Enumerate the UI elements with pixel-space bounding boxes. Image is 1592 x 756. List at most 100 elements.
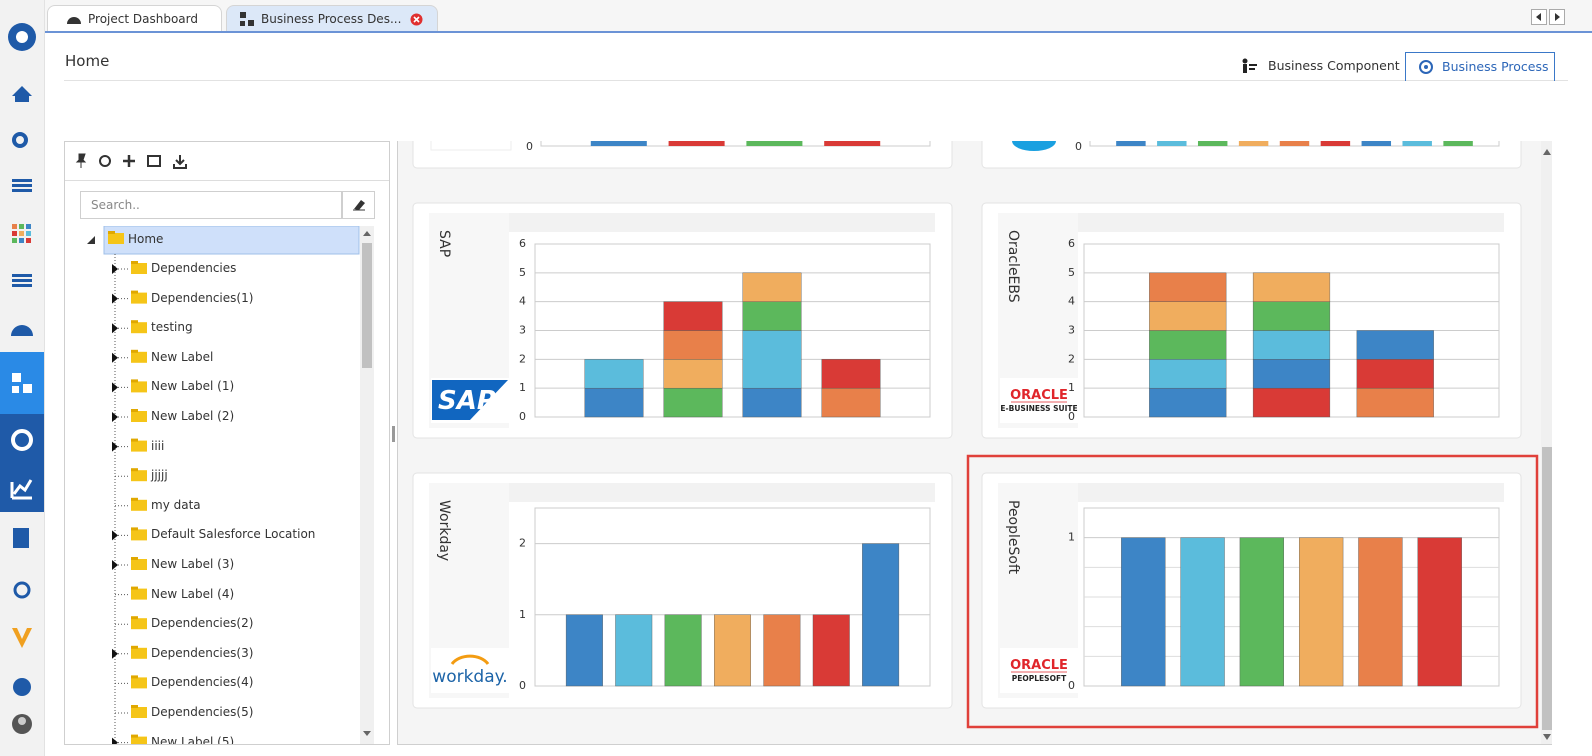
expand-arrow[interactable] [112, 648, 118, 659]
scroll-thumb[interactable] [1542, 447, 1552, 730]
bar-segment [1121, 537, 1166, 687]
bar-segment [742, 387, 802, 418]
highlight-box [966, 454, 1539, 729]
home-icon[interactable] [12, 86, 32, 102]
card [412, 141, 953, 169]
tree-node-label[interactable]: jjjjj [151, 468, 168, 483]
expand-arrow[interactable] [112, 352, 118, 363]
expand-arrow[interactable] [112, 530, 118, 541]
header-button[interactable]: Business Process [1405, 52, 1555, 81]
tree-node-label[interactable]: Dependencies(5) [151, 705, 254, 719]
close-tab[interactable] [410, 13, 423, 26]
active-menu[interactable] [0, 352, 44, 414]
folder-tab [131, 320, 138, 324]
dashboard-icon[interactable] [11, 325, 33, 336]
splitter[interactable] [390, 141, 397, 745]
add-icon[interactable] [123, 155, 135, 167]
refresh-icon[interactable] [99, 155, 111, 167]
tab-bar: Project Dashboard Business Process Des..… [45, 0, 1592, 33]
expand-arrow[interactable] [112, 293, 118, 304]
search-input[interactable]: Search.. [80, 191, 342, 219]
settings-icon[interactable] [12, 132, 28, 148]
divider [64, 80, 1568, 81]
bar-segment [746, 141, 803, 146]
tree-node-label[interactable]: my data [151, 497, 201, 512]
list-icon[interactable] [12, 274, 32, 287]
collapse-arrow[interactable] [87, 236, 95, 244]
logo-text: workday. [432, 667, 507, 687]
tree-node-label[interactable]: New Label [151, 349, 214, 364]
config-icon[interactable] [13, 678, 31, 696]
folder-tab [131, 290, 138, 294]
expand-arrow[interactable] [112, 382, 118, 393]
expand-arrow[interactable] [112, 560, 118, 570]
tree-node-label[interactable]: New Label (3) [151, 557, 235, 571]
y-tick-label: 0 [1075, 141, 1082, 153]
tree-node-label[interactable]: Dependencies(1) [151, 290, 254, 305]
bar-segment [1252, 330, 1331, 360]
expand-arrow[interactable] [112, 412, 118, 422]
selected-row[interactable] [103, 226, 360, 255]
list-icon[interactable] [12, 179, 32, 192]
tree-node-label[interactable]: New Label (5) [151, 734, 235, 745]
chart-scrollbar[interactable] [1541, 141, 1552, 745]
tree-node-label[interactable]: New Label (2) [151, 409, 235, 423]
expand-arrow[interactable] [112, 264, 118, 274]
scroll-up[interactable] [1543, 149, 1551, 155]
button-label: Business Process [1442, 59, 1549, 74]
tab-scroll[interactable] [1531, 9, 1567, 25]
tree-node-label[interactable]: New Label (4) [151, 586, 235, 601]
tree-scrollbar[interactable] [360, 226, 374, 745]
bar-segment [742, 330, 802, 389]
bar-segment [1402, 141, 1432, 146]
tree-node-label[interactable]: Dependencies(3) [151, 645, 254, 660]
folder-icon [131, 381, 147, 393]
tab[interactable]: Business Process Des... [226, 5, 438, 31]
sync-icon[interactable] [147, 155, 161, 167]
bar-segment [1197, 141, 1228, 146]
scroll-down[interactable] [1543, 734, 1551, 740]
tree-node-label[interactable]: Dependencies [151, 261, 237, 275]
folder-icon [131, 263, 147, 274]
tree-node-label[interactable]: iiii [151, 438, 165, 453]
folder-icon [131, 470, 147, 482]
bar-segment [1279, 141, 1310, 146]
tree-node-label[interactable]: testing [151, 320, 193, 335]
folder-icon [131, 647, 147, 659]
tree-node-label[interactable]: Home [128, 232, 164, 246]
bar-segment [664, 614, 702, 687]
logo-text: ORACLE [1010, 388, 1068, 403]
bar-segment [584, 359, 644, 389]
header-button[interactable]: Business Component [1232, 52, 1402, 80]
tree-node-label[interactable]: Default Salesforce Location [151, 527, 316, 542]
logo-text: SAP [438, 386, 496, 416]
bar-segment [742, 301, 802, 331]
grid-icon[interactable] [12, 224, 31, 243]
v-icon[interactable] [12, 628, 32, 648]
tree-node-label[interactable]: Dependencies(2) [151, 616, 254, 631]
folder-tab [108, 231, 115, 234]
expand-arrow[interactable] [112, 323, 118, 334]
pin-icon[interactable] [75, 153, 87, 168]
expand-arrow[interactable] [112, 737, 118, 745]
tree-node-label[interactable]: New Label (1) [151, 379, 235, 394]
bar-segment [1252, 359, 1331, 389]
y-tick-label: 5 [1068, 266, 1075, 279]
folder-icon [131, 588, 147, 600]
bar-segment [590, 141, 647, 146]
gear-icon[interactable] [13, 581, 31, 599]
download-icon[interactable] [173, 155, 187, 169]
expand-arrow[interactable] [112, 441, 118, 452]
divider [65, 180, 389, 181]
tab[interactable]: Project Dashboard [47, 5, 222, 31]
tree-node-label[interactable]: Dependencies(4) [151, 675, 254, 690]
bar-segment [1180, 537, 1225, 687]
bar-segment [668, 141, 725, 146]
component-icon [11, 429, 33, 451]
tree: Home Dependencies Dependencies(1) testing Ne… [65, 226, 360, 745]
folder-icon [131, 411, 147, 422]
search-clear[interactable] [342, 191, 375, 219]
bar-segment [821, 387, 881, 418]
doc-icon[interactable] [13, 528, 29, 548]
y-tick-label: 6 [1068, 237, 1075, 250]
